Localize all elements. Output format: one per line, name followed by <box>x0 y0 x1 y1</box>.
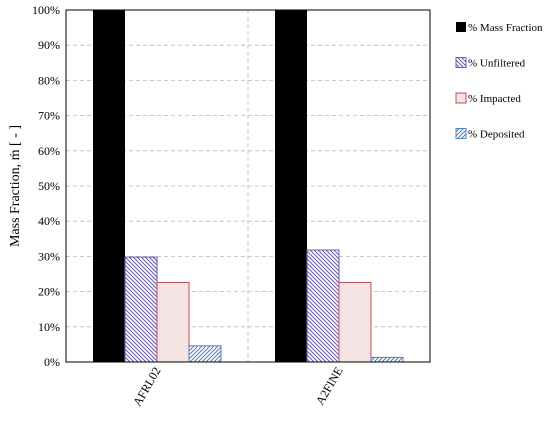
bar <box>156 281 190 363</box>
y-axis-ticks: 0% 10% 20% 30% 40% 50% 60% 70% 80% 90% 100% <box>32 3 60 369</box>
plot-area-frame <box>65 9 431 363</box>
y-tick-label: 60% <box>38 144 60 158</box>
legend-label: % Impacted <box>468 93 521 105</box>
legend-swatch <box>455 128 467 139</box>
legend-swatch <box>456 22 466 32</box>
legend-label: % Deposited <box>468 129 525 141</box>
bar <box>338 281 372 363</box>
y-tick-label: 100% <box>32 3 60 17</box>
bars <box>93 10 404 363</box>
x-axis-ticks: AFRL02 A2FINE <box>130 365 345 409</box>
bar <box>370 356 404 363</box>
y-tick-label: 10% <box>38 320 60 334</box>
legend-label: % Unfiltered <box>468 58 526 70</box>
y-tick-label: 0% <box>44 355 60 369</box>
bar <box>306 249 340 363</box>
y-tick-label: 20% <box>38 285 60 299</box>
y-axis-label: Mass Fraction, ṁ [ - ] <box>8 125 23 247</box>
y-tick-label: 30% <box>38 249 60 263</box>
legend-swatch <box>455 57 467 68</box>
bar <box>93 10 125 362</box>
x-tick-label: AFRL02 <box>130 365 163 409</box>
y-tick-label: 50% <box>38 179 60 193</box>
y-tick-label: 70% <box>38 109 60 123</box>
bar <box>124 256 158 363</box>
x-tick-label: A2FINE <box>313 365 346 408</box>
y-tick-label: 80% <box>38 73 60 87</box>
bar <box>188 345 222 363</box>
legend-label: % Mass Fraction <box>468 22 543 34</box>
legend-swatch <box>455 92 467 104</box>
y-tick-label: 90% <box>38 38 60 52</box>
bar <box>275 10 307 362</box>
y-tick-label: 40% <box>38 214 60 228</box>
legend: % Mass Fraction % Unfiltered % Impacted % D… <box>455 22 543 141</box>
